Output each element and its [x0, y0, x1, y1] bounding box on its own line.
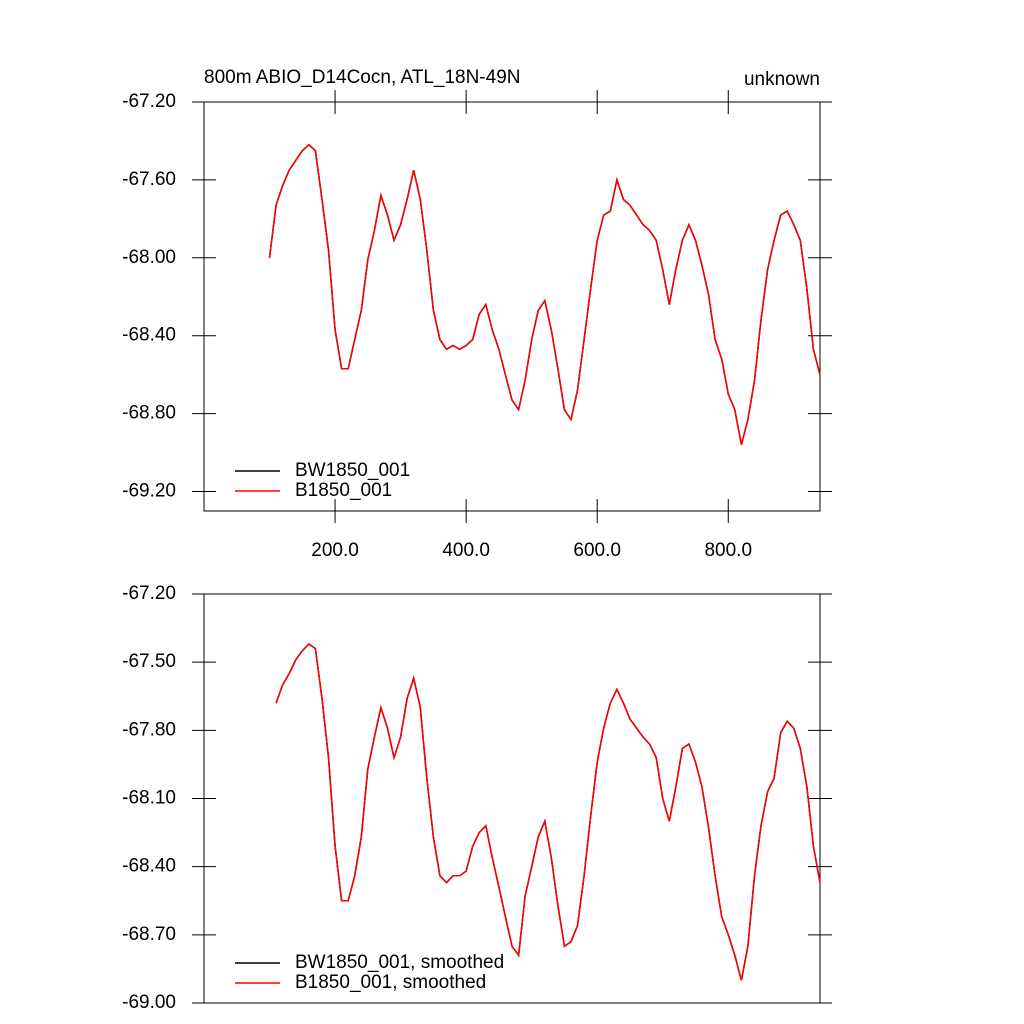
y-tick-label: -68.80: [122, 403, 176, 424]
legend-label: BW1850_001, smoothed: [295, 952, 504, 973]
y-tick-label: -68.70: [122, 924, 176, 945]
y-tick-label: -69.20: [122, 481, 176, 502]
y-tick-label: -67.20: [122, 583, 176, 604]
x-tick-label: 400.0: [442, 540, 490, 561]
plot-frame: [203, 593, 821, 1004]
chart-subtitle: unknown: [744, 69, 820, 90]
y-tick-label: -68.10: [122, 788, 176, 809]
y-tick-label: -67.60: [122, 169, 176, 190]
y-tick-label: -68.40: [122, 856, 176, 877]
plot-frame: [203, 101, 821, 512]
legend-label: B1850_001, smoothed: [295, 972, 486, 993]
y-tick-label: -67.50: [122, 651, 176, 672]
y-tick-label: -68.40: [122, 325, 176, 346]
legend-label: B1850_001: [295, 480, 392, 501]
legend-label: BW1850_001: [295, 460, 410, 481]
y-tick-label: -67.20: [122, 91, 176, 112]
series-line: [275, 643, 821, 981]
series-line: [268, 143, 821, 445]
y-tick-label: -67.80: [122, 719, 176, 740]
y-tick-label: -68.00: [122, 247, 176, 268]
x-tick-label: 600.0: [573, 540, 621, 561]
x-tick-label: 800.0: [704, 540, 752, 561]
x-tick-label: 200.0: [311, 540, 359, 561]
chart-title: 800m ABIO_D14Cocn, ATL_18N-49N: [204, 67, 521, 88]
series-line: [268, 143, 821, 445]
series-line: [275, 643, 821, 981]
y-tick-label: -69.00: [122, 992, 176, 1013]
